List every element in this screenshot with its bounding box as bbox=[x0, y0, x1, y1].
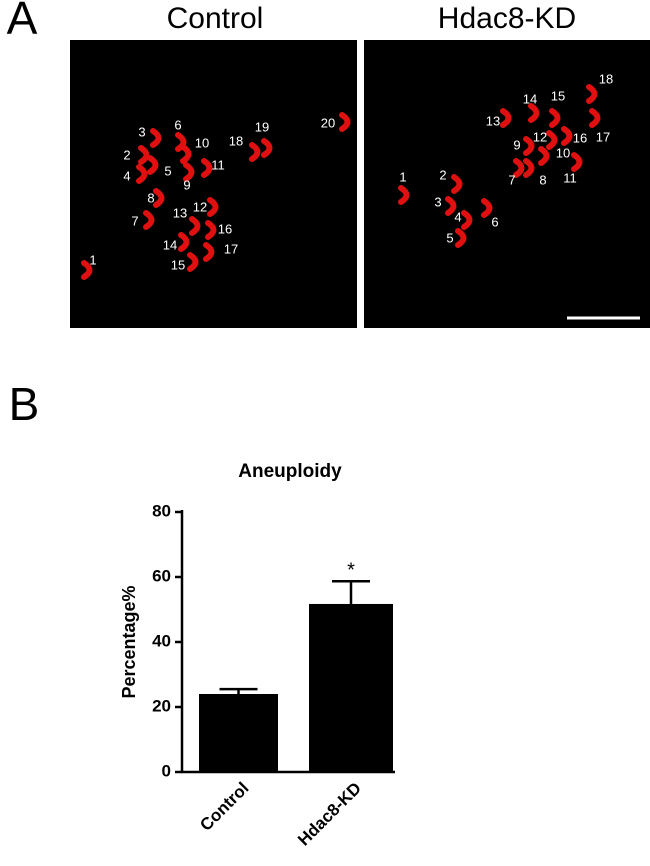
image-title: Control bbox=[167, 2, 264, 35]
chromosome-label: 6 bbox=[491, 214, 498, 229]
chromosome bbox=[451, 174, 463, 194]
chromosome bbox=[150, 128, 162, 148]
chromosome-label: 3 bbox=[434, 194, 441, 209]
chromosome bbox=[546, 130, 558, 150]
chromosome-label: 18 bbox=[599, 71, 613, 86]
chromosome bbox=[549, 108, 561, 128]
chromosome bbox=[500, 108, 512, 128]
chromosome bbox=[138, 145, 150, 165]
chromosome bbox=[81, 260, 93, 280]
chromosome bbox=[180, 144, 192, 164]
chromosome bbox=[461, 210, 473, 230]
chromosome-label: 17 bbox=[596, 129, 610, 144]
chromosome bbox=[455, 228, 467, 248]
chromosome-label: 1 bbox=[399, 169, 406, 184]
y-tick-label: 0 bbox=[162, 761, 171, 780]
chromosome bbox=[481, 198, 493, 218]
chromosome-label: 5 bbox=[446, 230, 453, 245]
chromosome-label: 2 bbox=[123, 147, 130, 162]
chromosome-label: 2 bbox=[439, 167, 446, 182]
y-axis-label: Percentage% bbox=[119, 585, 139, 698]
chromosome bbox=[523, 136, 535, 156]
y-tick-label: 60 bbox=[152, 566, 171, 585]
bar bbox=[309, 603, 393, 772]
panel-label: B bbox=[9, 378, 40, 430]
chromosome bbox=[203, 242, 215, 262]
chromosome bbox=[143, 210, 155, 230]
chromosome-label: 10 bbox=[556, 145, 570, 160]
chromosome-label: 6 bbox=[174, 117, 181, 132]
chromosome-label: 16 bbox=[218, 221, 232, 236]
y-tick-label: 80 bbox=[152, 501, 171, 520]
chromosome bbox=[189, 216, 201, 236]
chromosome-label: 4 bbox=[123, 168, 130, 183]
chromosome-label: 12 bbox=[193, 199, 207, 214]
chromosome-label: 13 bbox=[486, 113, 500, 128]
chromosome bbox=[187, 252, 199, 272]
chromosome-label: 15 bbox=[171, 257, 185, 272]
chromosome bbox=[589, 108, 601, 128]
chromosome-label: 11 bbox=[211, 157, 225, 172]
chart-title: Aneuploidy bbox=[238, 461, 342, 482]
chromosome bbox=[561, 126, 573, 146]
chromosome bbox=[136, 164, 148, 184]
chromosome-label: 8 bbox=[147, 190, 154, 205]
chromosome bbox=[147, 155, 159, 175]
panel-label: A bbox=[7, 0, 38, 44]
x-tick-label: Control bbox=[196, 779, 252, 835]
chromosome-label: 4 bbox=[454, 209, 461, 224]
chromosome bbox=[538, 146, 550, 166]
chromosome-label: 14 bbox=[523, 91, 537, 106]
chromosome bbox=[528, 103, 540, 123]
chromosome bbox=[183, 162, 195, 182]
chromosome bbox=[586, 84, 598, 104]
chromosome bbox=[523, 158, 535, 178]
chromosome-label: 8 bbox=[539, 172, 546, 187]
chromosome bbox=[249, 142, 261, 162]
chromosome-label: 9 bbox=[513, 137, 520, 152]
chromosome bbox=[445, 196, 457, 216]
bar bbox=[199, 694, 278, 772]
image-title: Hdac8-KD bbox=[438, 2, 576, 35]
micrograph bbox=[70, 40, 357, 328]
chromosome-label: 11 bbox=[563, 170, 577, 185]
chromosome bbox=[153, 188, 165, 208]
chromosome-label: 7 bbox=[131, 213, 138, 228]
chromosome bbox=[205, 220, 217, 240]
significance-marker: * bbox=[347, 560, 355, 582]
chromosome bbox=[398, 185, 410, 205]
chromosome bbox=[513, 158, 525, 178]
chromosome bbox=[207, 197, 219, 217]
chromosome-label: 20 bbox=[321, 115, 335, 130]
chromosome-label: 15 bbox=[551, 88, 565, 103]
x-tick-label: Hdac8-KD bbox=[294, 779, 365, 850]
chromosome-label: 7 bbox=[508, 172, 515, 187]
chromosome-label: 9 bbox=[183, 177, 190, 192]
y-tick-label: 20 bbox=[152, 696, 171, 715]
chromosome bbox=[201, 158, 213, 178]
chromosome-label: 10 bbox=[195, 135, 209, 150]
chromosome bbox=[339, 112, 351, 132]
chromosome-label: 12 bbox=[533, 129, 547, 144]
chromosome bbox=[175, 132, 187, 152]
chromosome-label: 18 bbox=[229, 133, 243, 148]
chromosome-label: 14 bbox=[163, 237, 177, 252]
chromosome bbox=[261, 138, 273, 158]
chromosome bbox=[178, 232, 190, 252]
y-tick-label: 40 bbox=[152, 631, 171, 650]
chromosome-label: 1 bbox=[89, 252, 96, 267]
chromosome-label: 17 bbox=[224, 241, 238, 256]
chromosome-label: 19 bbox=[255, 119, 269, 134]
chromosome-label: 5 bbox=[164, 163, 171, 178]
micrograph bbox=[364, 40, 650, 328]
chromosome-label: 3 bbox=[138, 124, 145, 139]
chromosome-label: 13 bbox=[173, 205, 187, 220]
chromosome-label: 16 bbox=[573, 130, 587, 145]
chromosome bbox=[571, 152, 583, 172]
